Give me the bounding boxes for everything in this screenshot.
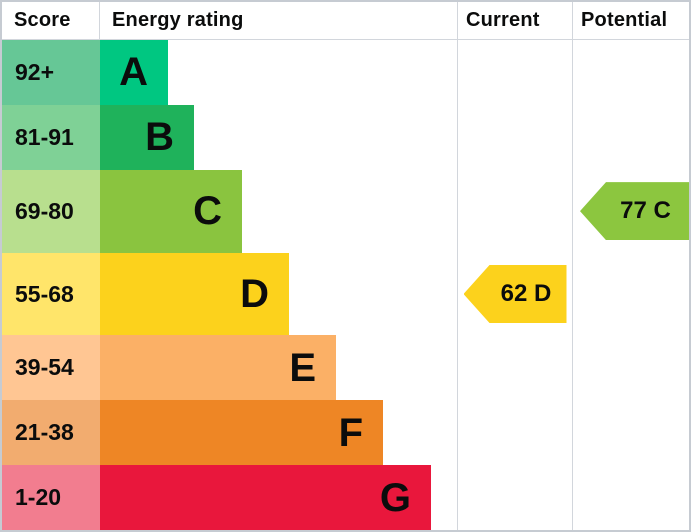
score-range-a: 92+ bbox=[2, 40, 100, 105]
rating-bar-c: C bbox=[100, 169, 242, 253]
bar-track: B bbox=[100, 104, 457, 170]
bar-track: E bbox=[100, 335, 457, 401]
rating-bar-d: D bbox=[100, 252, 289, 336]
header-energy-rating: Energy rating bbox=[112, 9, 244, 31]
current-cell bbox=[457, 40, 572, 105]
current-cell bbox=[457, 169, 572, 253]
potential-cell bbox=[572, 104, 689, 170]
band-row-f: 21-38 F bbox=[2, 400, 689, 466]
potential-cell bbox=[572, 40, 689, 105]
rating-bar-e: E bbox=[100, 335, 336, 401]
potential-marker: 77 C bbox=[580, 182, 689, 241]
bar-track: A bbox=[100, 40, 457, 105]
bar-track: F bbox=[100, 400, 457, 466]
header-score: Score bbox=[2, 2, 100, 39]
rating-bar-g: G bbox=[100, 465, 431, 531]
band-row-c: 69-80 C 77 C bbox=[2, 169, 689, 253]
score-range-e: 39-54 bbox=[2, 335, 100, 401]
potential-cell bbox=[572, 465, 689, 531]
band-row-e: 39-54 E bbox=[2, 335, 689, 401]
band-row-d: 55-68 D 62 D bbox=[2, 252, 689, 336]
potential-cell bbox=[572, 400, 689, 466]
current-cell bbox=[457, 104, 572, 170]
header-potential: Potential bbox=[572, 2, 689, 39]
score-range-f: 21-38 bbox=[2, 400, 100, 466]
potential-cell bbox=[572, 335, 689, 401]
current-marker: 62 D bbox=[463, 265, 567, 323]
header-row: Score Energy rating Current Potential bbox=[2, 2, 689, 40]
rating-bar-b: B bbox=[100, 104, 194, 170]
score-range-c: 69-80 bbox=[2, 169, 100, 253]
current-cell: 62 D bbox=[457, 252, 572, 336]
bar-track: G bbox=[100, 465, 457, 531]
bar-track: C bbox=[100, 169, 457, 253]
potential-cell: 77 C bbox=[572, 169, 689, 253]
potential-cell bbox=[572, 252, 689, 336]
current-marker-label: 62 D bbox=[500, 280, 552, 307]
rating-bar-a: A bbox=[100, 40, 168, 105]
rating-bar-f: F bbox=[100, 400, 383, 466]
band-row-g: 1-20 G bbox=[2, 465, 689, 531]
current-cell bbox=[457, 400, 572, 466]
bar-track: D bbox=[100, 252, 457, 336]
band-row-b: 81-91 B bbox=[2, 104, 689, 170]
potential-marker-label: 77 C bbox=[620, 197, 671, 225]
score-range-g: 1-20 bbox=[2, 465, 100, 531]
current-cell bbox=[457, 465, 572, 531]
header-current: Current bbox=[457, 2, 572, 39]
band-row-a: 92+ A bbox=[2, 40, 689, 105]
current-cell bbox=[457, 335, 572, 401]
score-range-d: 55-68 bbox=[2, 252, 100, 336]
score-range-b: 81-91 bbox=[2, 104, 100, 170]
